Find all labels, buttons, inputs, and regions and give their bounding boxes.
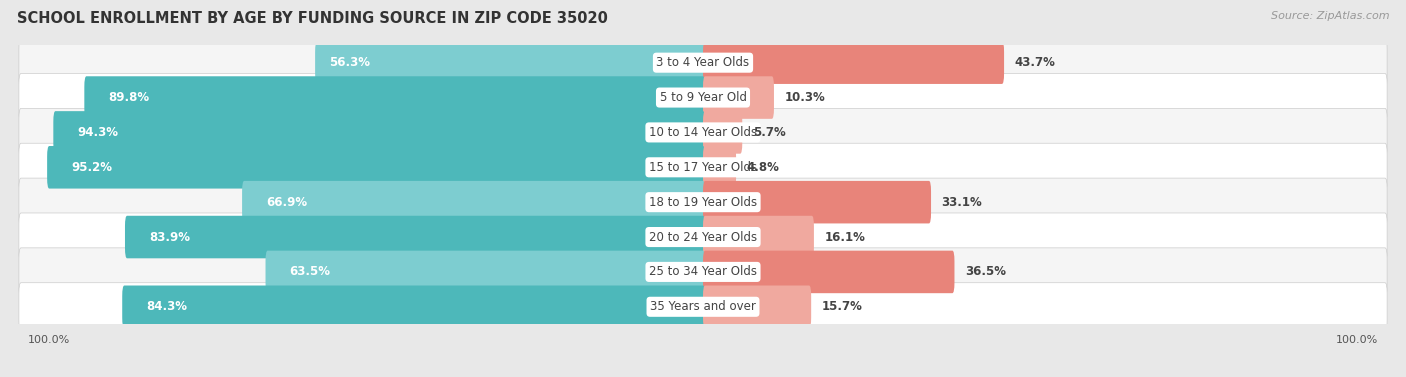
Text: 16.1%: 16.1% [824, 231, 865, 244]
FancyBboxPatch shape [703, 146, 737, 188]
Text: 15.7%: 15.7% [821, 300, 862, 313]
Text: 15 to 17 Year Olds: 15 to 17 Year Olds [650, 161, 756, 174]
Text: 56.3%: 56.3% [329, 56, 370, 69]
Legend: Public School, Private School: Public School, Private School [588, 373, 818, 377]
Text: 100.0%: 100.0% [1336, 335, 1378, 345]
FancyBboxPatch shape [18, 143, 1388, 192]
Text: 84.3%: 84.3% [146, 300, 187, 313]
FancyBboxPatch shape [703, 41, 1004, 84]
Text: 95.2%: 95.2% [72, 161, 112, 174]
Text: 83.9%: 83.9% [149, 231, 190, 244]
Text: 10 to 14 Year Olds: 10 to 14 Year Olds [650, 126, 756, 139]
Text: 4.8%: 4.8% [747, 161, 779, 174]
Text: 89.8%: 89.8% [108, 91, 149, 104]
FancyBboxPatch shape [48, 146, 704, 188]
Text: Source: ZipAtlas.com: Source: ZipAtlas.com [1271, 11, 1389, 21]
Text: 25 to 34 Year Olds: 25 to 34 Year Olds [650, 265, 756, 278]
Text: 66.9%: 66.9% [266, 196, 308, 208]
FancyBboxPatch shape [18, 178, 1388, 226]
Text: 33.1%: 33.1% [942, 196, 983, 208]
FancyBboxPatch shape [18, 108, 1388, 156]
Text: 63.5%: 63.5% [290, 265, 330, 278]
Text: 10.3%: 10.3% [785, 91, 825, 104]
Text: 94.3%: 94.3% [77, 126, 118, 139]
Text: SCHOOL ENROLLMENT BY AGE BY FUNDING SOURCE IN ZIP CODE 35020: SCHOOL ENROLLMENT BY AGE BY FUNDING SOUR… [17, 11, 607, 26]
Text: 100.0%: 100.0% [28, 335, 70, 345]
FancyBboxPatch shape [53, 111, 704, 154]
Text: 5.7%: 5.7% [752, 126, 786, 139]
FancyBboxPatch shape [18, 74, 1388, 122]
FancyBboxPatch shape [125, 216, 704, 258]
FancyBboxPatch shape [242, 181, 704, 224]
Text: 43.7%: 43.7% [1014, 56, 1056, 69]
FancyBboxPatch shape [18, 248, 1388, 296]
FancyBboxPatch shape [703, 251, 955, 293]
FancyBboxPatch shape [18, 213, 1388, 261]
Text: 5 to 9 Year Old: 5 to 9 Year Old [659, 91, 747, 104]
FancyBboxPatch shape [703, 285, 811, 328]
Text: 36.5%: 36.5% [965, 265, 1005, 278]
FancyBboxPatch shape [122, 285, 704, 328]
FancyBboxPatch shape [18, 38, 1388, 87]
FancyBboxPatch shape [703, 216, 814, 258]
Text: 35 Years and over: 35 Years and over [650, 300, 756, 313]
FancyBboxPatch shape [84, 76, 704, 119]
FancyBboxPatch shape [703, 111, 742, 154]
Text: 20 to 24 Year Olds: 20 to 24 Year Olds [650, 231, 756, 244]
FancyBboxPatch shape [315, 41, 704, 84]
Text: 3 to 4 Year Olds: 3 to 4 Year Olds [657, 56, 749, 69]
Text: 18 to 19 Year Olds: 18 to 19 Year Olds [650, 196, 756, 208]
FancyBboxPatch shape [703, 76, 773, 119]
FancyBboxPatch shape [18, 283, 1388, 331]
FancyBboxPatch shape [266, 251, 704, 293]
FancyBboxPatch shape [703, 181, 931, 224]
